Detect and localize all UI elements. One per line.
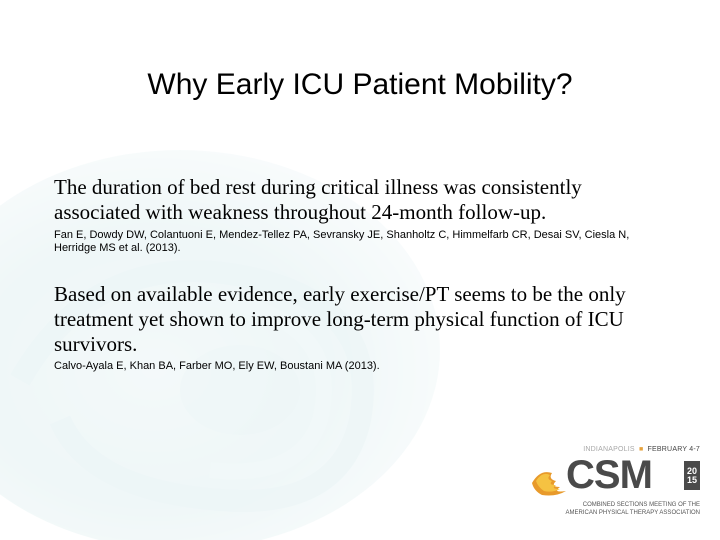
logo-subline-2: AMERICAN PHYSICAL THERAPY ASSOCIATION xyxy=(530,510,700,517)
logo-dates: FEBRUARY 4-7 xyxy=(648,446,700,453)
slide-body: The duration of bed rest during critical… xyxy=(54,175,660,374)
logo-topline: INDIANAPOLIS ■ FEBRUARY 4-7 xyxy=(530,446,700,453)
logo-subline-1: COMBINED SECTIONS MEETING OF THE xyxy=(530,502,700,509)
spacer xyxy=(54,256,660,282)
logo-separator: ■ xyxy=(639,446,643,453)
logo-year: 20 15 xyxy=(684,461,700,490)
citation-1: Fan E, Dowdy DW, Colantuoni E, Mendez-Te… xyxy=(54,229,660,257)
paragraph-1: The duration of bed rest during critical… xyxy=(54,175,660,225)
logo-city: INDIANAPOLIS xyxy=(583,446,635,453)
slide: Why Early ICU Patient Mobility? The dura… xyxy=(0,0,720,540)
logo-main: CSM 20 15 xyxy=(530,455,700,501)
csm-logo: INDIANAPOLIS ■ FEBRUARY 4-7 CSM 20 15 CO… xyxy=(530,446,700,526)
citation-2: Calvo-Ayala E, Khan BA, Farber MO, Ely E… xyxy=(54,360,660,374)
logo-year-bottom: 15 xyxy=(687,476,697,485)
slide-title: Why Early ICU Patient Mobility? xyxy=(0,68,720,102)
logo-acronym: CSM xyxy=(566,453,652,498)
paragraph-2: Based on available evidence, early exerc… xyxy=(54,282,660,356)
flame-icon xyxy=(530,461,570,499)
